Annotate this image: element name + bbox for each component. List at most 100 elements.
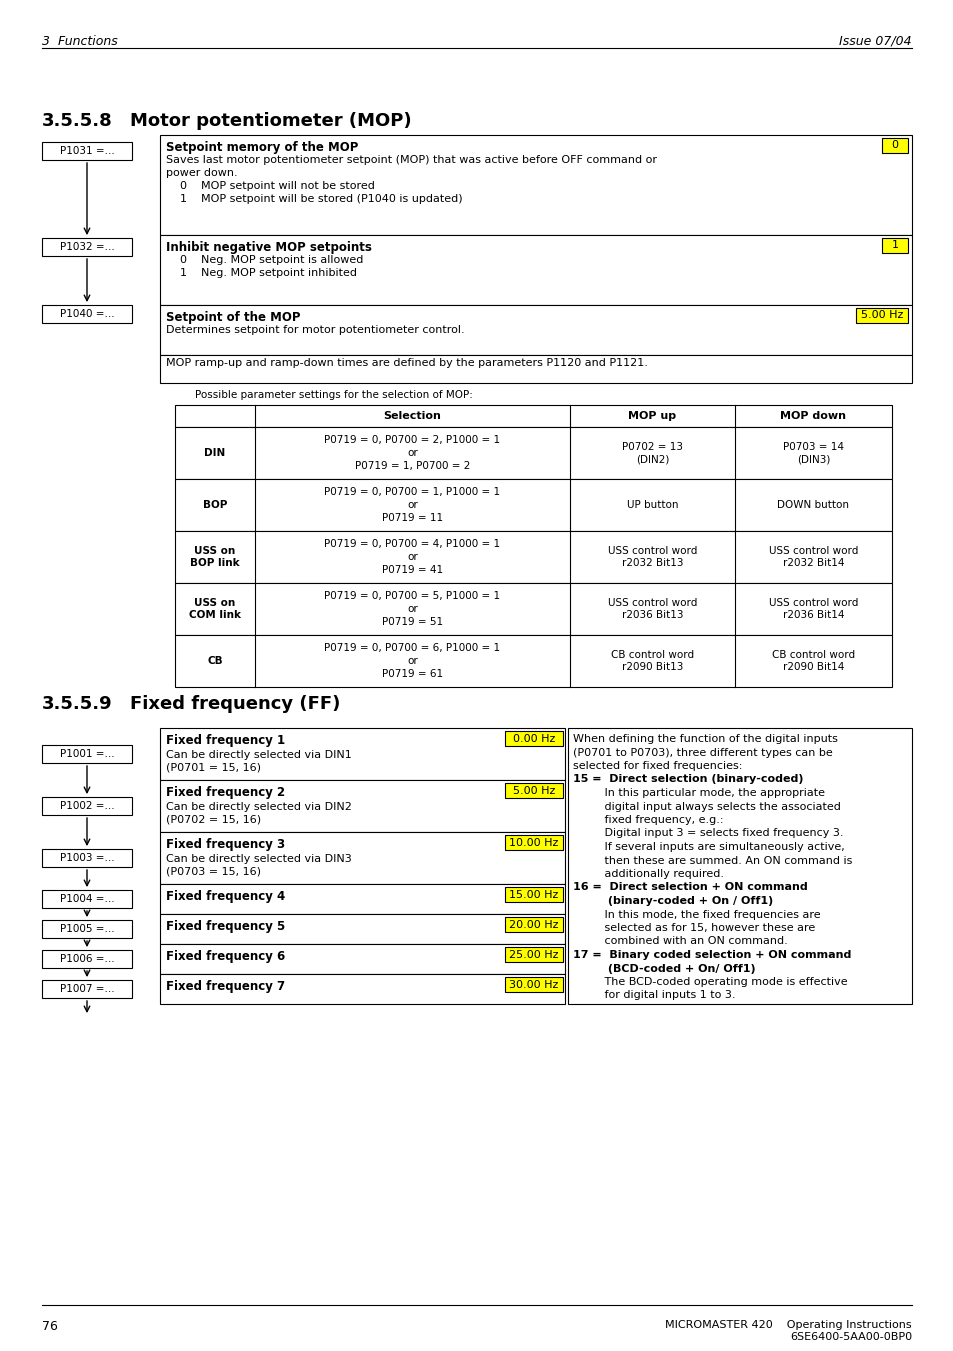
- Text: The BCD-coded operating mode is effective: The BCD-coded operating mode is effectiv…: [573, 977, 846, 988]
- Bar: [42, 979, 132, 998]
- Text: 20.00 Hz: 20.00 Hz: [509, 920, 558, 929]
- Text: Issue 07/04: Issue 07/04: [839, 35, 911, 49]
- Text: Fixed frequency 1: Fixed frequency 1: [166, 734, 285, 747]
- Bar: [42, 797, 132, 815]
- Text: Fixed frequency 3: Fixed frequency 3: [166, 838, 285, 851]
- Text: P1040 =...: P1040 =...: [60, 309, 114, 319]
- Text: 10.00 Hz: 10.00 Hz: [509, 838, 558, 847]
- Bar: [160, 884, 564, 915]
- Text: USS control word
r2032 Bit14: USS control word r2032 Bit14: [768, 546, 858, 569]
- Text: USS control word
r2036 Bit14: USS control word r2036 Bit14: [768, 597, 858, 620]
- Bar: [174, 584, 891, 635]
- Bar: [160, 780, 564, 832]
- Bar: [42, 920, 132, 938]
- Bar: [160, 135, 911, 235]
- Bar: [160, 974, 564, 1004]
- Text: P1004 =...: P1004 =...: [60, 894, 114, 904]
- Bar: [882, 138, 907, 153]
- Bar: [504, 835, 562, 850]
- Text: 0    Neg. MOP setpoint is allowed: 0 Neg. MOP setpoint is allowed: [166, 255, 363, 265]
- Text: MOP up: MOP up: [628, 411, 676, 422]
- Text: 15 =  Direct selection (binary-coded): 15 = Direct selection (binary-coded): [573, 774, 802, 785]
- Text: P1005 =...: P1005 =...: [60, 924, 114, 934]
- Text: P0703 = 14
(DIN3): P0703 = 14 (DIN3): [782, 442, 843, 465]
- Text: P1031 =...: P1031 =...: [59, 146, 114, 155]
- Bar: [42, 848, 132, 867]
- Bar: [42, 142, 132, 159]
- Text: 3.5.5.9: 3.5.5.9: [42, 694, 112, 713]
- Text: Selection: Selection: [383, 411, 441, 422]
- Text: 0.00 Hz: 0.00 Hz: [513, 734, 555, 743]
- Text: Determines setpoint for motor potentiometer control.: Determines setpoint for motor potentiome…: [166, 326, 464, 335]
- Text: Fixed frequency 5: Fixed frequency 5: [166, 920, 285, 934]
- Bar: [42, 238, 132, 255]
- Text: 76: 76: [42, 1320, 58, 1333]
- Text: power down.: power down.: [166, 168, 237, 178]
- Text: In this mode, the fixed frequencies are: In this mode, the fixed frequencies are: [573, 909, 820, 920]
- Text: P0719 = 0, P0700 = 6, P1000 = 1
or
P0719 = 61: P0719 = 0, P0700 = 6, P1000 = 1 or P0719…: [324, 643, 500, 678]
- Bar: [504, 784, 562, 798]
- Bar: [174, 635, 891, 688]
- Text: (P0701 to P0703), three different types can be: (P0701 to P0703), three different types …: [573, 747, 832, 758]
- Bar: [160, 832, 564, 884]
- Text: CB control word
r2090 Bit14: CB control word r2090 Bit14: [771, 650, 854, 673]
- Text: If several inputs are simultaneously active,: If several inputs are simultaneously act…: [573, 842, 843, 852]
- Text: fixed frequency, e.g.:: fixed frequency, e.g.:: [573, 815, 722, 825]
- Text: P1003 =...: P1003 =...: [60, 852, 114, 863]
- Text: 5.00 Hz: 5.00 Hz: [860, 311, 902, 320]
- Text: In this particular mode, the appropriate: In this particular mode, the appropriate: [573, 788, 824, 798]
- Text: 30.00 Hz: 30.00 Hz: [509, 979, 558, 989]
- Text: (BCD-coded + On/ Off1): (BCD-coded + On/ Off1): [573, 963, 755, 974]
- Text: Inhibit negative MOP setpoints: Inhibit negative MOP setpoints: [166, 240, 372, 254]
- Bar: [160, 944, 564, 974]
- Bar: [42, 305, 132, 323]
- Text: Digital input 3 = selects fixed frequency 3.: Digital input 3 = selects fixed frequenc…: [573, 828, 842, 839]
- Text: MOP ramp-up and ramp-down times are defined by the parameters P1120 and P1121.: MOP ramp-up and ramp-down times are defi…: [166, 358, 647, 367]
- Text: Possible parameter settings for the selection of MOP:: Possible parameter settings for the sele…: [194, 390, 473, 400]
- Bar: [42, 890, 132, 908]
- Bar: [42, 744, 132, 763]
- Text: for digital inputs 1 to 3.: for digital inputs 1 to 3.: [573, 990, 735, 1001]
- Text: Can be directly selected via DIN1
(P0701 = 15, 16): Can be directly selected via DIN1 (P0701…: [166, 750, 352, 773]
- Text: 25.00 Hz: 25.00 Hz: [509, 950, 558, 959]
- Text: USS control word
r2032 Bit13: USS control word r2032 Bit13: [607, 546, 697, 569]
- Text: Setpoint memory of the MOP: Setpoint memory of the MOP: [166, 141, 358, 154]
- Text: Can be directly selected via DIN3
(P0703 = 15, 16): Can be directly selected via DIN3 (P0703…: [166, 854, 352, 877]
- Text: 1    MOP setpoint will be stored (P1040 is updated): 1 MOP setpoint will be stored (P1040 is …: [166, 195, 462, 204]
- Bar: [174, 531, 891, 584]
- Text: selected as for 15, however these are: selected as for 15, however these are: [573, 923, 815, 934]
- Text: CB control word
r2090 Bit13: CB control word r2090 Bit13: [610, 650, 694, 673]
- Text: Fixed frequency 4: Fixed frequency 4: [166, 890, 285, 902]
- Text: Fixed frequency (FF): Fixed frequency (FF): [130, 694, 340, 713]
- Bar: [42, 950, 132, 969]
- Text: then these are summed. An ON command is: then these are summed. An ON command is: [573, 855, 851, 866]
- Bar: [567, 728, 911, 1004]
- Text: Fixed frequency 7: Fixed frequency 7: [166, 979, 285, 993]
- Text: DOWN button: DOWN button: [777, 500, 848, 509]
- Text: 0: 0: [890, 141, 898, 150]
- Text: P0719 = 0, P0700 = 4, P1000 = 1
or
P0719 = 41: P0719 = 0, P0700 = 4, P1000 = 1 or P0719…: [324, 539, 500, 574]
- Bar: [504, 917, 562, 932]
- Text: BOP: BOP: [203, 500, 227, 509]
- Text: USS on
COM link: USS on COM link: [189, 597, 241, 620]
- Text: USS control word
r2036 Bit13: USS control word r2036 Bit13: [607, 597, 697, 620]
- Bar: [855, 308, 907, 323]
- Bar: [160, 355, 911, 382]
- Text: DIN: DIN: [204, 449, 226, 458]
- Text: P0702 = 13
(DIN2): P0702 = 13 (DIN2): [621, 442, 682, 465]
- Text: P0719 = 0, P0700 = 2, P1000 = 1
or
P0719 = 1, P0700 = 2: P0719 = 0, P0700 = 2, P1000 = 1 or P0719…: [324, 435, 500, 470]
- Text: Can be directly selected via DIN2
(P0702 = 15, 16): Can be directly selected via DIN2 (P0702…: [166, 802, 352, 825]
- Text: MOP down: MOP down: [780, 411, 845, 422]
- Text: Saves last motor potentiometer setpoint (MOP) that was active before OFF command: Saves last motor potentiometer setpoint …: [166, 155, 657, 165]
- Text: CB: CB: [207, 657, 223, 666]
- Text: digital input always selects the associated: digital input always selects the associa…: [573, 801, 840, 812]
- Bar: [504, 731, 562, 746]
- Text: Motor potentiometer (MOP): Motor potentiometer (MOP): [130, 112, 411, 130]
- Text: P1001 =...: P1001 =...: [60, 748, 114, 759]
- Text: P1007 =...: P1007 =...: [60, 984, 114, 994]
- Text: Fixed frequency 6: Fixed frequency 6: [166, 950, 285, 963]
- Bar: [882, 238, 907, 253]
- Bar: [160, 728, 564, 780]
- Bar: [174, 405, 891, 427]
- Text: 15.00 Hz: 15.00 Hz: [509, 889, 558, 900]
